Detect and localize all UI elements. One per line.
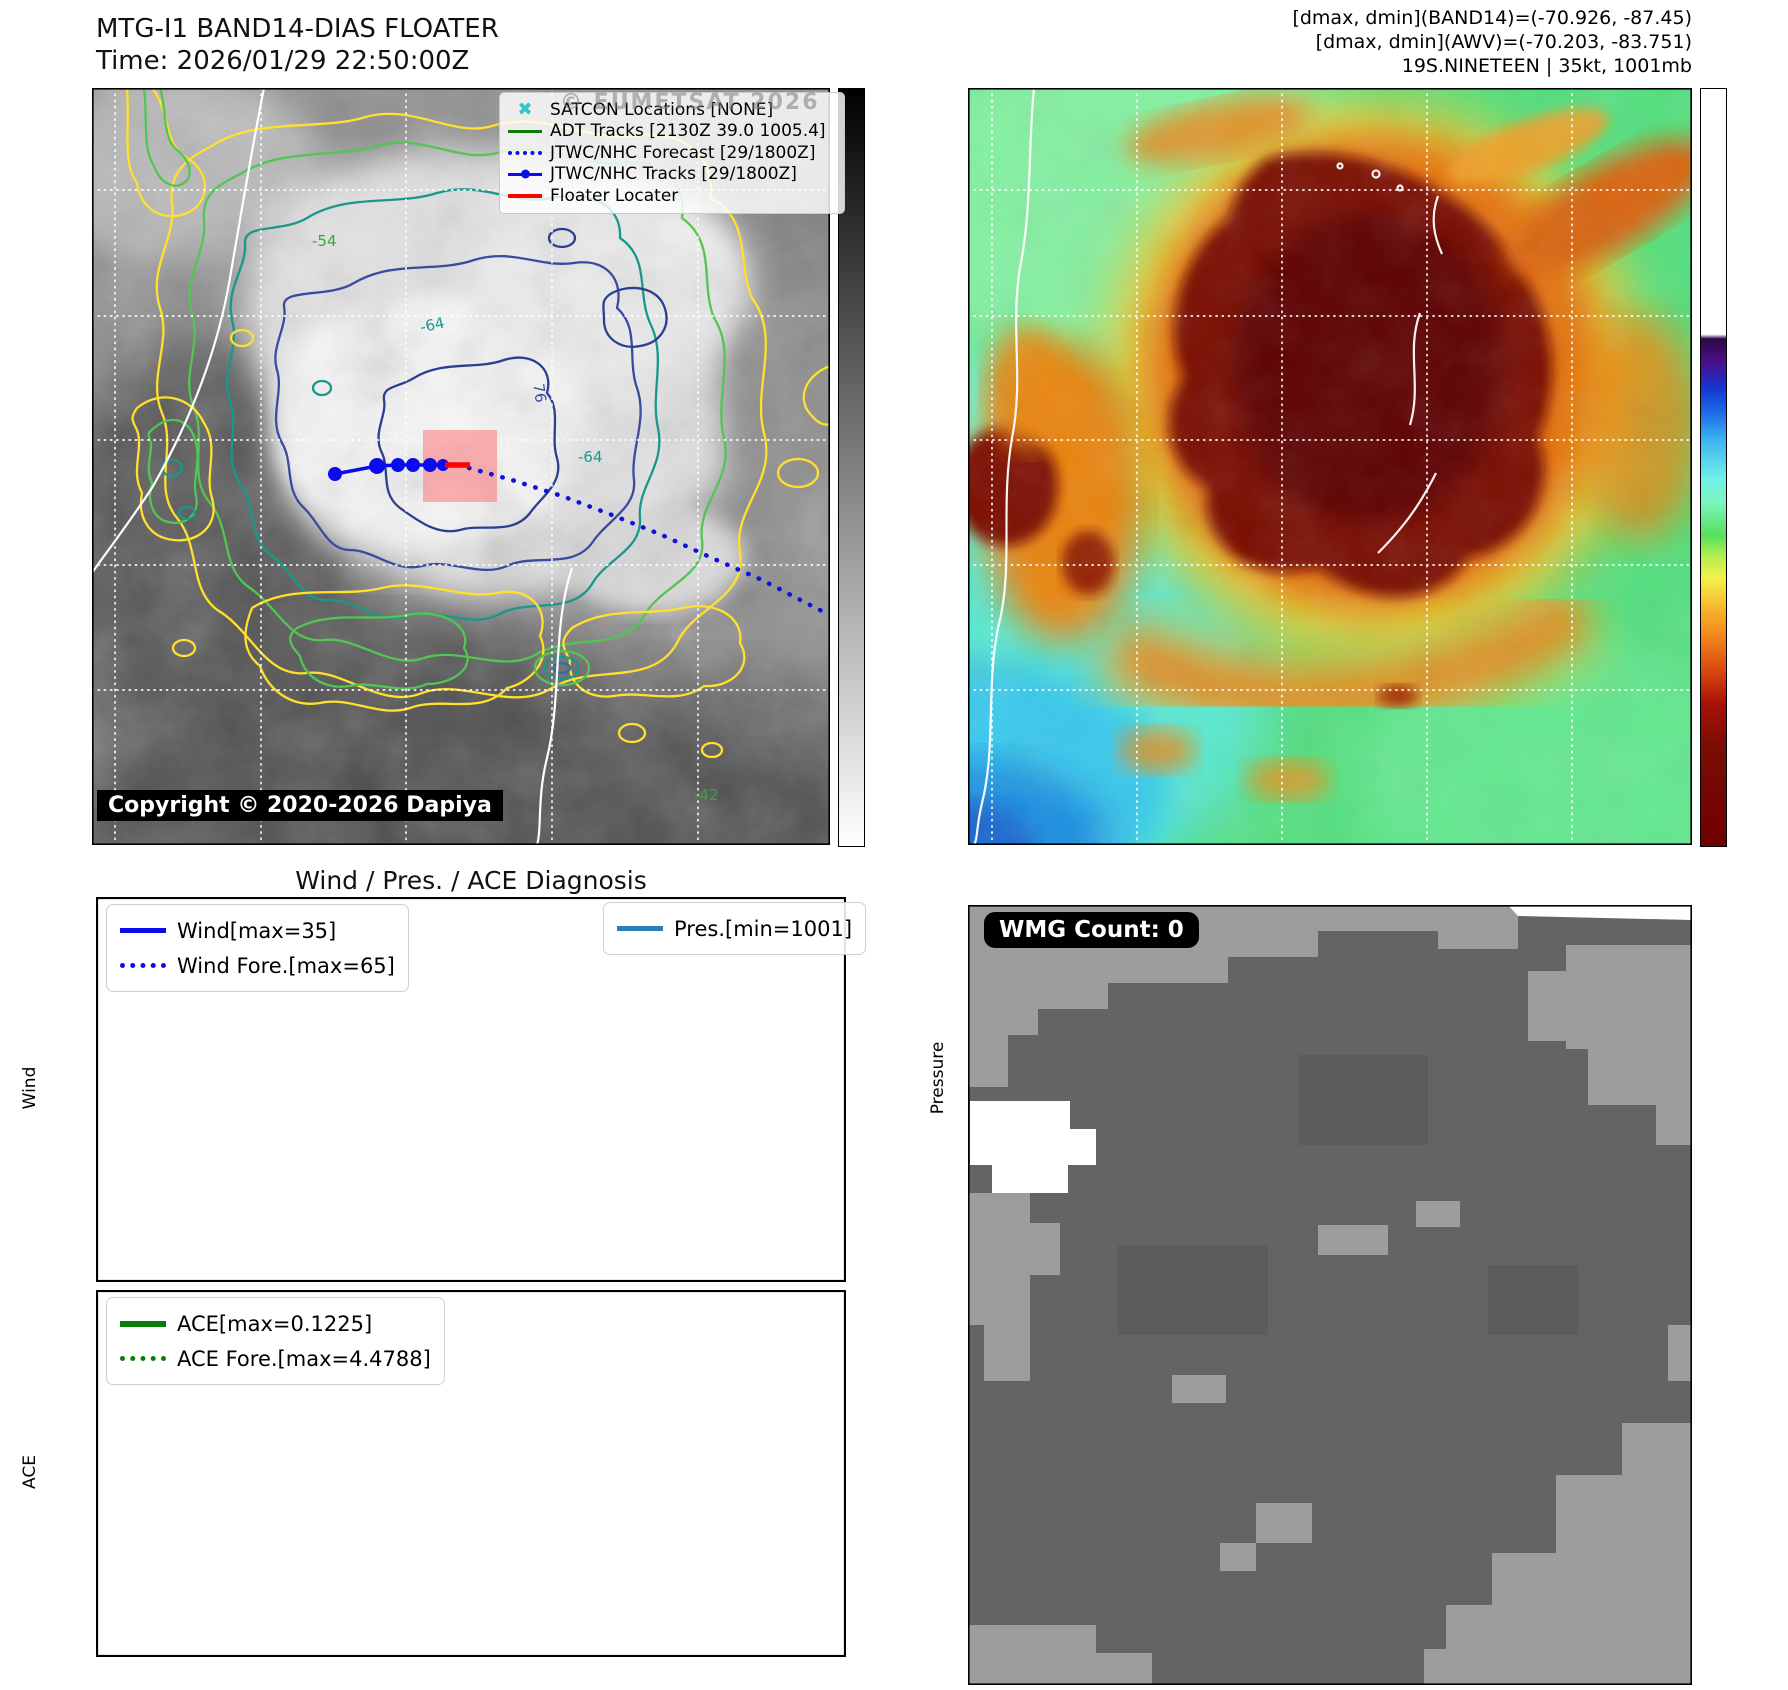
ace-legend: ACE[max=0.1225] ACE Fore.[max=4.4788] [106, 1297, 445, 1385]
contour-label: -54 [312, 232, 337, 250]
floater-line-icon [508, 193, 542, 198]
storm-id-intensity: 19S.NINETEEN | 35kt, 1001mb [1401, 55, 1692, 77]
coastline [973, 88, 1444, 845]
adt-track-line-icon [508, 129, 542, 133]
contour-label: -42 [694, 786, 719, 804]
wind-line-icon [120, 928, 166, 933]
right-header: [dmax, dmin](BAND14)=(-70.926, -87.45) [… [1292, 6, 1692, 78]
ace-fore-dotted-icon [120, 1356, 166, 1361]
page-title: MTG-I1 BAND14-DIAS FLOATER [96, 14, 499, 44]
page-subtitle-time: Time: 2026/01/29 22:50:00Z [96, 46, 470, 76]
ace-line-icon [120, 1320, 166, 1327]
band14-colorbar [838, 88, 865, 847]
legend-adt: ADT Tracks [2130Z 39.0 1005.4] [550, 121, 826, 142]
copyright-badge: Copyright © 2020-2026 Dapiya [97, 790, 503, 821]
pres-legend: Pres.[min=1001] [603, 902, 867, 955]
wmg-mosaic-panel [968, 905, 1692, 1685]
map-legend: ✖ SATCON Locations [NONE] ADT Tracks [213… [499, 92, 845, 214]
wmg-white-blocks [970, 905, 1692, 1193]
dmax-dmin-band14: [dmax, dmin](BAND14)=(-70.926, -87.45) [1292, 7, 1692, 29]
forecast-dotted-line-icon [508, 150, 542, 155]
wind-fore-dotted-icon [120, 963, 166, 968]
contour-label: 76 [529, 382, 550, 404]
wmg-light-blocks [968, 905, 1692, 1685]
jtwc-track [328, 458, 449, 481]
coastline [92, 88, 574, 845]
pres-line-icon [617, 926, 663, 931]
track-line-dot-icon [508, 169, 542, 179]
ir-colorbar [1700, 88, 1727, 847]
eumetsat-watermark: © EUMETSAT 2026 [560, 90, 820, 115]
ace-legend-label: ACE[max=0.1225] [177, 1311, 373, 1336]
pres-legend-label: Pres.[min=1001] [674, 916, 853, 941]
ace-axis-label: ACE [20, 1455, 40, 1489]
charts-title: Wind / Pres. / ACE Diagnosis [295, 866, 647, 895]
wmg-count-badge: WMG Count: 0 [984, 912, 1199, 948]
enhanced-ir-map [968, 88, 1692, 845]
wind-legend-label: Wind[max=35] [177, 918, 337, 943]
wind-legend: Wind[max=35] Wind Fore.[max=65] [106, 904, 409, 992]
dmax-dmin-awv: [dmax, dmin](AWV)=(-70.203, -83.751) [1315, 31, 1692, 53]
legend-tracks: JTWC/NHC Tracks [29/1800Z] [550, 164, 797, 185]
legend-floater: Floater Locater [550, 185, 679, 206]
graticule [968, 88, 1692, 845]
pressure-axis-label: Pressure [928, 1041, 948, 1115]
legend-forecast: JTWC/NHC Forecast [29/1800Z] [550, 142, 816, 163]
wmg-dark-blocks [1118, 1055, 1578, 1335]
wind-fore-legend-label: Wind Fore.[max=65] [177, 953, 395, 978]
contour-label: -64 [578, 448, 603, 466]
wind-axis-label: Wind [20, 1066, 40, 1110]
legend-satcon: SATCON Locations [NONE] [550, 99, 774, 120]
ace-fore-legend-label: ACE Fore.[max=4.4788] [177, 1346, 431, 1371]
satcon-marker-icon: ✖ [517, 99, 533, 121]
